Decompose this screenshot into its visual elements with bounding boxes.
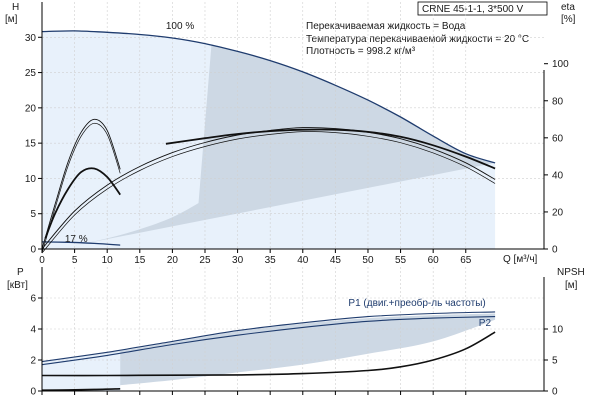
y-axis-title-eta: eta [561, 2, 575, 13]
power-npsh-panel: P1 (двиг.+преобр-ль частоты) P2 0 2 4 6 0 5 10 [30, 267, 564, 398]
x-tick-label: 5 [72, 255, 78, 266]
bottom-curve-1 [41, 316, 496, 366]
y-tick-label-right-bottom: 5 [552, 356, 558, 367]
efficiency-curve-3 [41, 118, 121, 250]
efficiency-curve-outline-3 [41, 122, 121, 254]
y-tick-label-right: 40 [552, 170, 564, 181]
y-axis-unit-p: [кВт] [7, 280, 28, 291]
y-axis-title-p: P [17, 267, 24, 278]
y-tick-label-right: 20 [552, 207, 564, 218]
y-tick-label-right: 80 [552, 96, 564, 107]
bottom-curve-2 [41, 331, 496, 377]
bottom-curve-3 [41, 388, 121, 391]
x-tick-label: 20 [167, 255, 179, 266]
y-tick-label-right: 100 [552, 59, 569, 70]
x-tick-label: 45 [330, 255, 342, 266]
speed-label-1: 17 % [65, 234, 88, 245]
y-tick-label-left: 15 [25, 139, 37, 150]
x-tick-label: 40 [297, 255, 309, 266]
power-label-1: P2 [479, 318, 492, 329]
y-axis-title-npsh: NPSH [557, 267, 585, 278]
y-axis-unit-h: [м] [5, 14, 18, 25]
x-tick-label: 50 [362, 255, 374, 266]
y-tick-label-right: 60 [552, 133, 564, 144]
speed-label-0: 100 % [166, 21, 194, 32]
x-tick-label: 65 [460, 255, 472, 266]
y-axis-unit-eta: [%] [561, 14, 576, 25]
bottom-curve-0 [41, 311, 496, 363]
power-low-speed-fill [42, 351, 121, 391]
y-tick-label-left-bottom: 0 [30, 387, 36, 398]
y-tick-label-left: 30 [25, 33, 37, 44]
model-box [417, 1, 548, 16]
power-label-0: P1 (двиг.+преобр-ль частоты) [348, 297, 485, 309]
y-tick-label-right-bottom: 0 [552, 387, 558, 398]
head-curve-0 [165, 128, 496, 170]
y-axis-unit-npsh: [м] [565, 280, 578, 291]
power-shaded-region [42, 313, 496, 390]
x-tick-label: 55 [395, 255, 407, 266]
min-speed-curve [41, 241, 121, 246]
y-tick-label-left-bottom: 4 [30, 325, 36, 336]
y-tick-label-left-bottom: 2 [30, 356, 36, 367]
y-axis-title-h: H [12, 2, 19, 13]
y-tick-label-left-bottom: 6 [30, 294, 36, 305]
x-tick-label: 15 [134, 255, 146, 266]
info-line-fluid: Перекачиваемая жидкость = Вода [306, 21, 466, 32]
y-tick-label-left: 10 [25, 174, 37, 185]
efficiency-curve-2 [41, 127, 496, 250]
y-tick-label-right: 0 [552, 245, 558, 256]
x-tick-label: 30 [232, 255, 244, 266]
head-efficiency-panel: 100 % 17 % 0 5 10 15 20 25 30 35 40 45 50 55 60 65 0 5 10 1… [25, 2, 569, 266]
y-tick-label-left: 20 [25, 103, 37, 114]
max-speed-curve [41, 30, 496, 164]
efficiency-curve-outline-2 [41, 131, 496, 254]
y-tick-label-left: 0 [30, 245, 36, 256]
x-tick-label: 0 [39, 255, 45, 266]
x-tick-label: 35 [265, 255, 277, 266]
x-tick-label: 25 [199, 255, 211, 266]
x-axis-label-q: Q [м³/ч] [503, 254, 538, 265]
efficiency-shaded-region [74, 44, 496, 246]
info-line-density: Плотность = 998.2 кг/м³ [306, 46, 416, 57]
y-tick-label-left: 25 [25, 68, 37, 79]
model-label: CRNE 45-1-1, 3*500 V [422, 4, 523, 15]
x-tick-label: 10 [102, 255, 114, 266]
y-tick-label-right-bottom: 10 [552, 325, 564, 336]
x-tick-label: 60 [428, 255, 440, 266]
y-tick-label-left: 5 [30, 209, 36, 220]
info-line-temperature: Температура перекачиваемой жидкости = 20… [306, 34, 529, 45]
head-curve-1 [44, 167, 121, 239]
